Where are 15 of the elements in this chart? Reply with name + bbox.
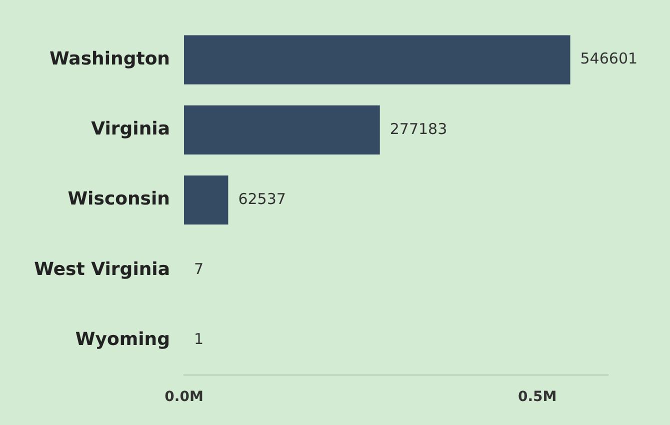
data-label: 7 [194,260,204,278]
data-label: 277183 [390,120,448,138]
y-tick-label: Washington [49,48,170,70]
data-label: 546601 [580,50,638,68]
x-tick-label: 0.0M [164,389,204,406]
data-label: 1 [194,330,204,348]
data-label: 62537 [238,190,286,208]
bar [184,105,380,154]
bar [184,175,228,225]
y-tick-label: West Virginia [34,258,170,280]
bar [184,35,570,84]
y-tick-label: Wisconsin [68,188,170,210]
x-tick-label: 0.5M [518,389,557,406]
y-tick-label: Virginia [91,118,170,140]
y-tick-label: Wyoming [75,328,170,350]
